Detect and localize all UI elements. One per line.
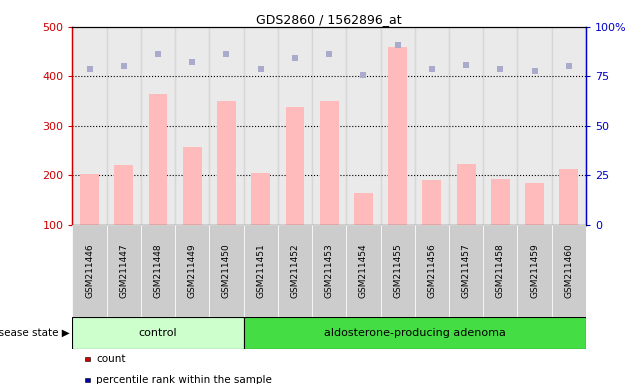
Bar	[183, 147, 202, 274]
Bar	[244, 317, 586, 349]
Bar	[517, 225, 552, 317]
Bar	[449, 27, 483, 225]
Bar	[72, 317, 244, 349]
Text: GSM211460: GSM211460	[564, 243, 573, 298]
Text: GSM211456: GSM211456	[427, 243, 437, 298]
Bar	[354, 194, 373, 274]
Bar	[346, 27, 381, 225]
Bar	[72, 225, 106, 317]
Text: GSM211449: GSM211449	[188, 243, 197, 298]
Bar	[415, 27, 449, 225]
Bar	[415, 225, 449, 317]
Bar	[175, 225, 209, 317]
Bar	[209, 225, 244, 317]
Bar	[141, 225, 175, 317]
Bar	[175, 27, 209, 225]
Bar	[312, 27, 347, 225]
Text: GSM211447: GSM211447	[119, 243, 129, 298]
Text: percentile rank within the sample: percentile rank within the sample	[96, 375, 272, 384]
Bar	[251, 173, 270, 274]
Text: GSM211450: GSM211450	[222, 243, 231, 298]
Bar	[457, 164, 476, 274]
Title: GDS2860 / 1562896_at: GDS2860 / 1562896_at	[256, 13, 402, 26]
Bar	[312, 225, 347, 317]
Text: disease state ▶: disease state ▶	[0, 328, 69, 338]
Bar	[320, 101, 338, 274]
Text: GSM211452: GSM211452	[290, 243, 299, 298]
Text: count: count	[96, 354, 125, 364]
Bar	[141, 27, 175, 225]
Bar	[346, 225, 381, 317]
Bar	[209, 27, 244, 225]
Bar	[244, 225, 278, 317]
Bar	[244, 27, 278, 225]
Bar	[278, 225, 312, 317]
Bar	[72, 27, 106, 225]
Bar	[381, 27, 415, 225]
Bar	[423, 180, 441, 274]
Bar	[517, 27, 552, 225]
Text: aldosterone-producing adenoma: aldosterone-producing adenoma	[324, 328, 506, 338]
Bar	[525, 183, 544, 274]
Text: GSM211455: GSM211455	[393, 243, 402, 298]
Bar	[106, 27, 141, 225]
Bar	[217, 101, 236, 274]
Bar	[115, 166, 133, 274]
Text: control: control	[139, 328, 177, 338]
Bar	[449, 225, 483, 317]
Text: GSM211459: GSM211459	[530, 243, 539, 298]
Bar	[483, 27, 517, 225]
Text: GSM211446: GSM211446	[85, 243, 94, 298]
Text: GSM211451: GSM211451	[256, 243, 265, 298]
Bar	[559, 169, 578, 274]
Text: GSM211448: GSM211448	[154, 243, 163, 298]
Bar	[483, 225, 517, 317]
Bar	[106, 225, 141, 317]
Bar	[552, 27, 586, 225]
Text: GSM211458: GSM211458	[496, 243, 505, 298]
Bar	[149, 94, 168, 274]
Text: GSM211454: GSM211454	[359, 243, 368, 298]
Text: GSM211453: GSM211453	[324, 243, 334, 298]
Bar	[80, 174, 99, 274]
Bar	[388, 47, 407, 274]
Bar	[278, 27, 312, 225]
Bar	[491, 179, 510, 274]
Bar	[552, 225, 586, 317]
Text: GSM211457: GSM211457	[462, 243, 471, 298]
Bar	[285, 108, 304, 274]
Bar	[381, 225, 415, 317]
